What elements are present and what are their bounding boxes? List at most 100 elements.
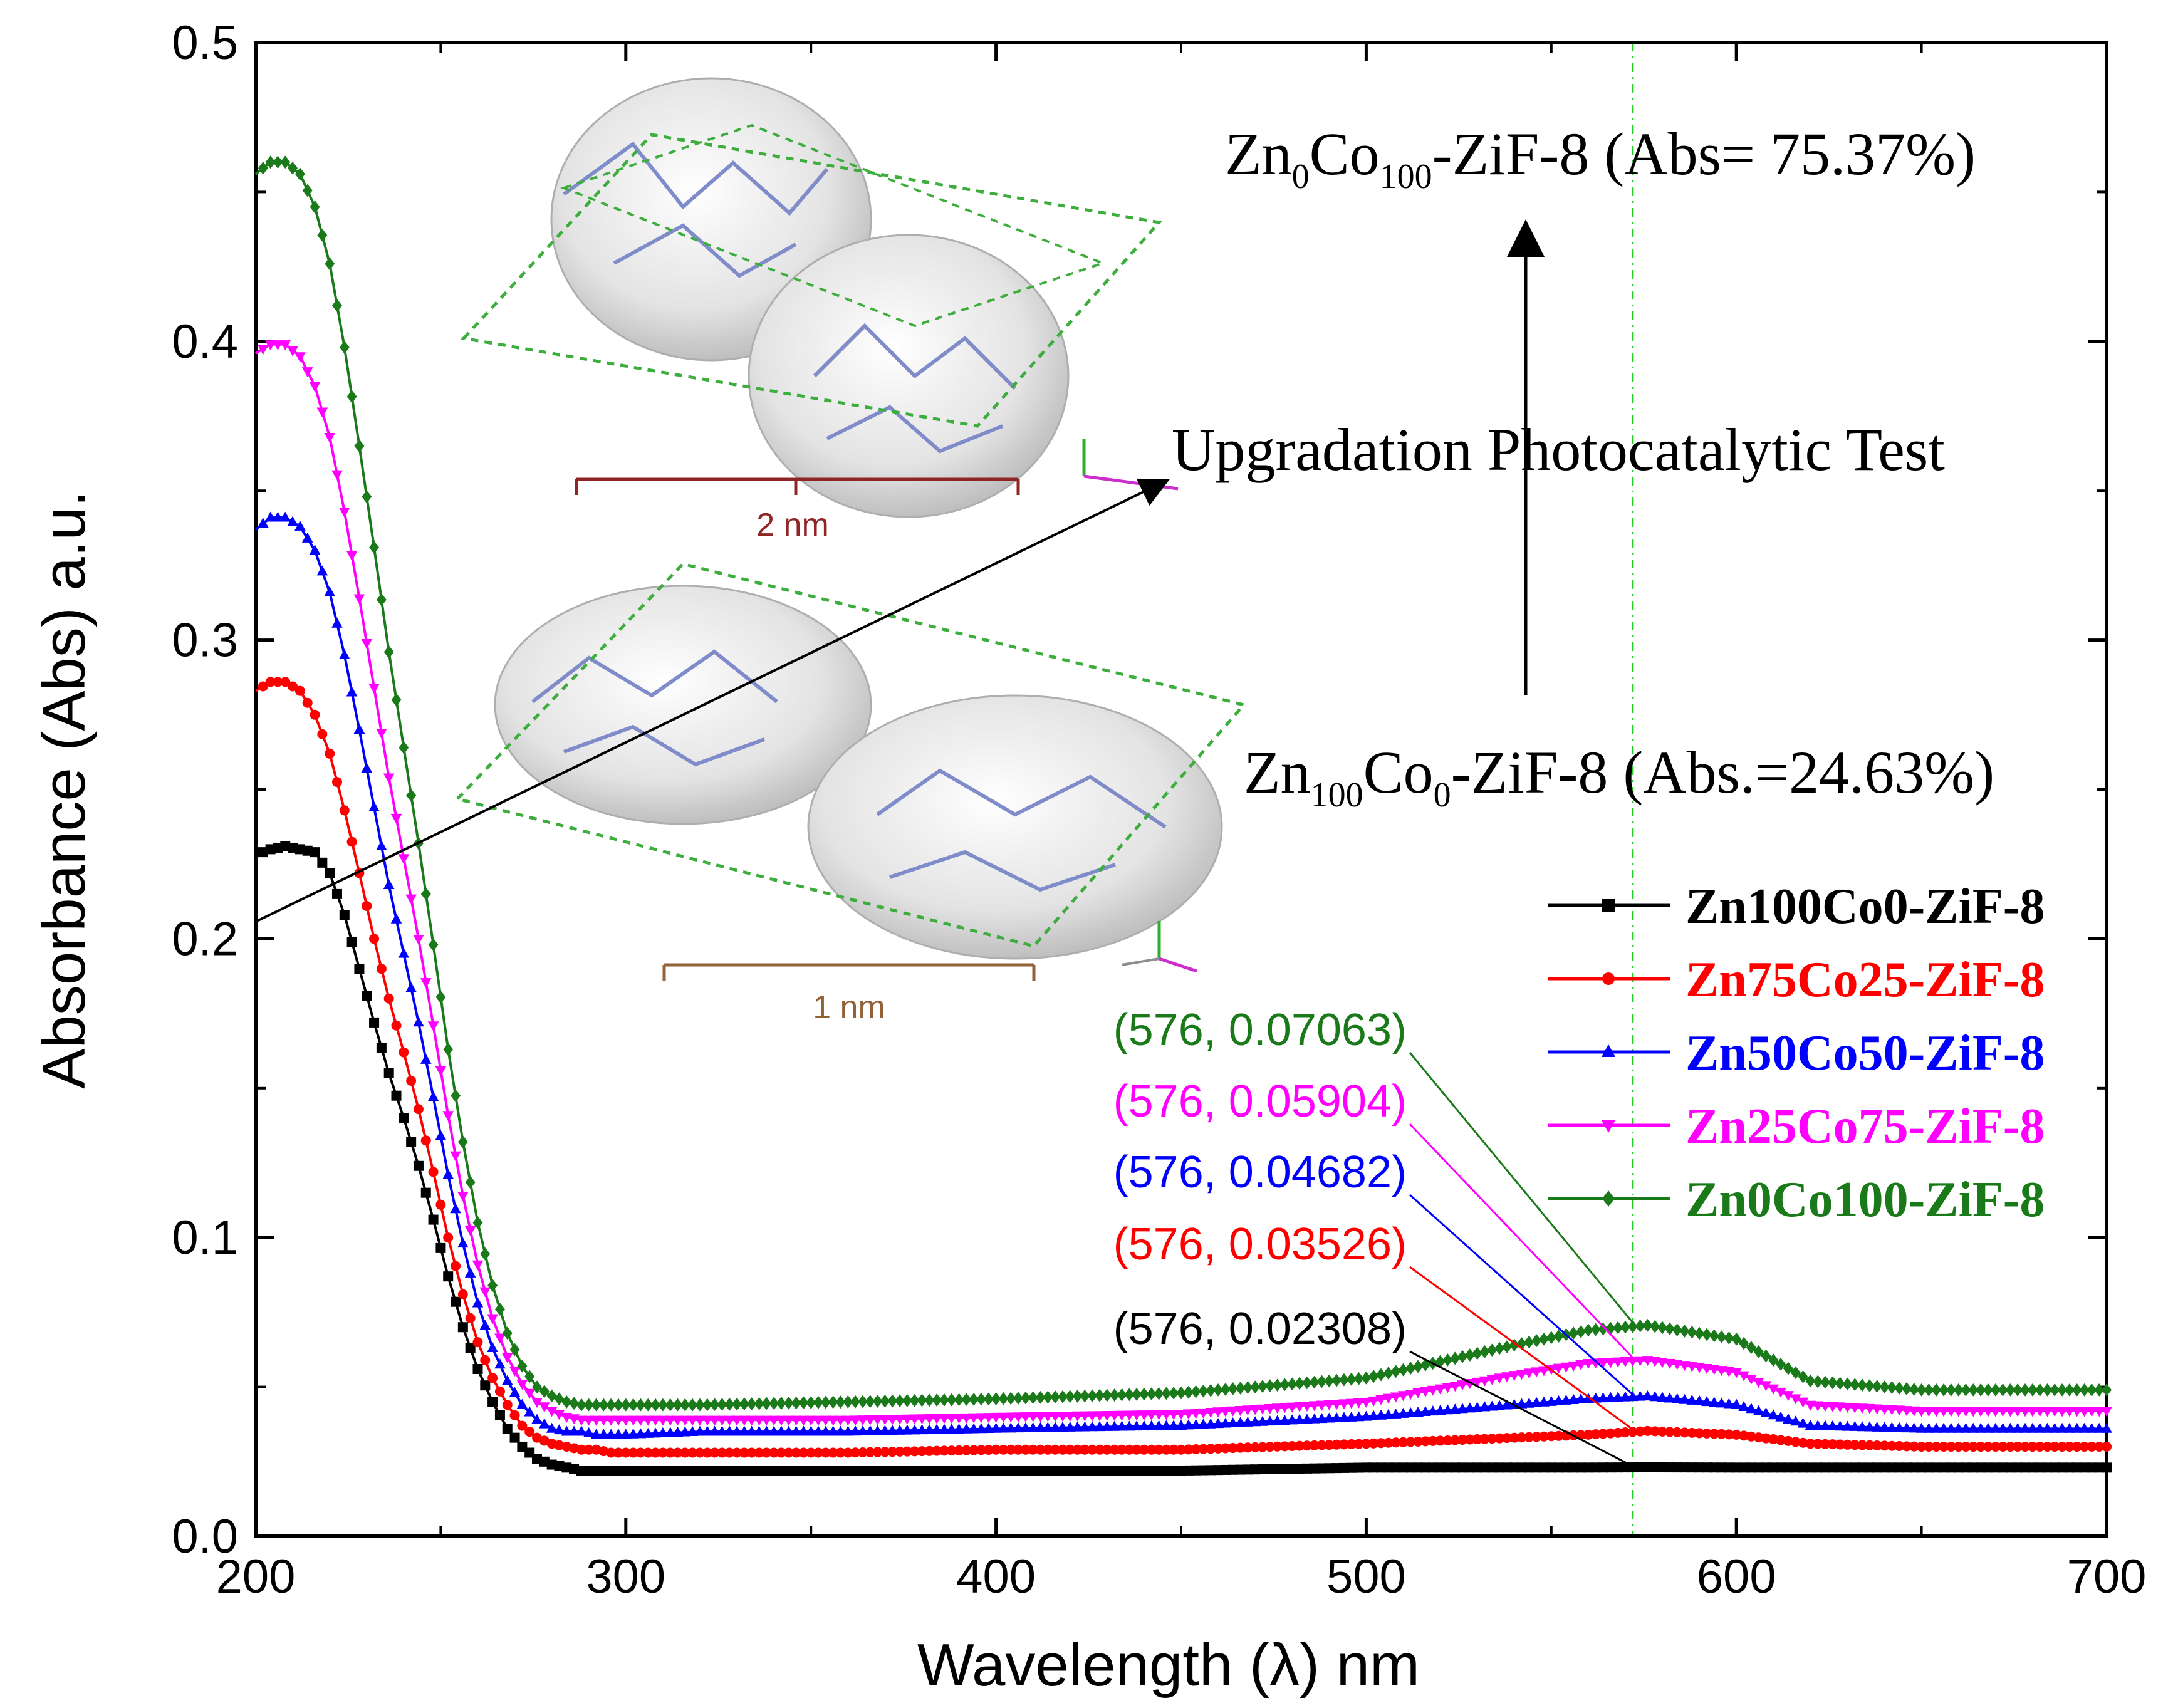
data-point [1960,1422,1972,1433]
data-point [665,1447,675,1458]
data-point [1138,1420,1150,1430]
data-point [1390,1437,1401,1448]
data-point [1494,1433,1505,1444]
data-point [635,1447,646,1458]
data-point [598,1415,610,1426]
data-point [1071,1411,1083,1422]
data-point [1753,1432,1764,1443]
data-point [1583,1359,1594,1370]
data-point [1953,1441,1964,1452]
data-point [331,617,343,628]
data-point [1946,1422,1957,1433]
data-point [1257,1415,1268,1426]
data-point [1102,1388,1112,1402]
data-point [1783,1413,1794,1424]
data-point [1034,1412,1046,1422]
y-tick-label: 0.3 [172,614,238,667]
data-point [998,1444,1009,1455]
data-point [568,1425,580,1436]
data-point [1080,1389,1090,1403]
data-point [627,1428,639,1439]
data-point [1531,1367,1542,1378]
data-point [1694,1428,1705,1439]
data-point [561,1395,572,1409]
data-point [1095,1444,1105,1455]
data-point [1516,1370,1528,1380]
data-point [1220,1407,1231,1417]
data-point [1450,1351,1461,1365]
data-point [1687,1325,1697,1339]
point-label: (576, 0.07063) [1113,1005,1407,1055]
data-point [1664,1392,1675,1403]
data-point [1553,1363,1565,1374]
point-label: (576, 0.05904) [1113,1076,1407,1127]
data-point [258,161,268,175]
data-point [406,1137,417,1147]
data-point [1776,1435,1786,1445]
data-point [1383,1409,1394,1419]
data-point [1420,1436,1430,1447]
data-point [531,1414,543,1424]
data-point [657,1447,668,1458]
data-point [1375,1409,1387,1420]
data-point [1420,1387,1431,1397]
series-Zn50Co50-ZiF-8 [254,511,2112,1439]
data-point [1331,1412,1342,1422]
data-point [1294,1402,1305,1412]
data-point [746,1397,757,1410]
x-tick-label: 300 [586,1550,665,1603]
data-point [280,155,291,169]
data-point [1523,1397,1535,1408]
data-point [798,1447,809,1458]
data-point [828,1447,838,1458]
data-point [1301,1402,1313,1412]
data-point [1576,1325,1587,1338]
legend-label: Zn0Co100-ZiF-8 [1686,1172,2045,1227]
data-point [1746,1341,1756,1355]
data-point [1716,1397,1727,1408]
data-point [1027,1422,1039,1432]
data-point [1116,1410,1128,1421]
leader-line [1409,1266,1636,1432]
data-point [376,1043,387,1053]
data-point [1132,1444,1142,1455]
data-point [1568,1393,1580,1404]
data-point [1205,1418,1217,1429]
data-point [420,1053,432,1064]
data-point [324,432,335,443]
data-point [1760,1381,1772,1392]
data-point [1620,1320,1630,1334]
data-point [280,677,291,687]
data-point [1739,1430,1749,1441]
data-point [1901,1382,1912,1395]
data-point [1227,1443,1238,1454]
data-point [1413,1436,1424,1447]
data-point [1338,1412,1350,1422]
data-point [672,1398,683,1412]
data-point [1457,1380,1468,1391]
data-point [835,1415,847,1426]
data-point [310,709,320,720]
data-point [879,1425,891,1435]
data-point [1694,1395,1705,1406]
data-point [1901,1406,1912,1417]
data-point [1206,1383,1216,1397]
data-point [1657,1426,1668,1437]
data-point [1028,1444,1038,1455]
data-point [265,155,276,169]
data-point [1338,1439,1349,1450]
data-point [1242,1405,1254,1416]
data-point [1264,1403,1276,1414]
data-point [369,934,380,944]
data-point [301,532,313,543]
data-point [524,1388,535,1399]
data-point [2027,1441,2038,1452]
data-point [1308,1413,1320,1424]
data-point [405,894,417,905]
data-point [1479,1434,1490,1444]
data-point [1894,1422,1905,1432]
data-point [1871,1404,1883,1415]
data-point [539,1402,550,1413]
data-point [413,1160,424,1171]
data-point [709,1415,721,1426]
